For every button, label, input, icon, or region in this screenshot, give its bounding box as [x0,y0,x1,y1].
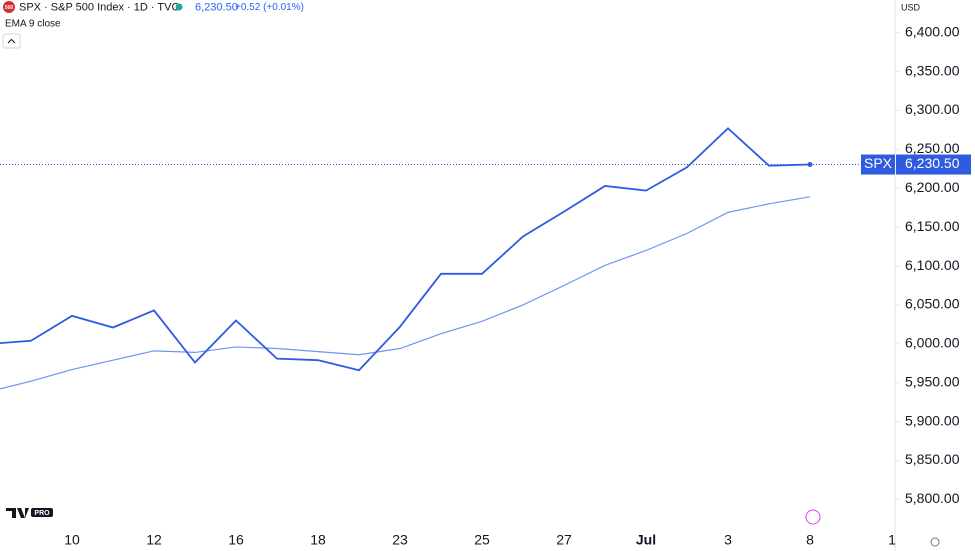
currency: USD [901,2,921,12]
y-tick-label: 5,800.00 [905,490,960,506]
x-tick-label: 18 [310,532,326,548]
price-tag-label: 6,230.50 [905,155,960,171]
indicator-label: EMA 9 close [5,19,61,30]
x-tick-label: 1 [888,532,896,548]
y-tick-label: 6,250.00 [905,140,960,156]
collapse-icon [7,38,16,44]
market-status [175,3,183,11]
y-tick-label: 6,400.00 [905,23,960,39]
symbol-badge: 500 [5,5,14,11]
y-tick-label: 6,150.00 [905,218,960,234]
y-tick-label: 5,950.00 [905,373,960,389]
collapse-button[interactable] [2,33,21,49]
ema-line [0,196,811,390]
y-tick-label: 6,300.00 [905,101,960,117]
settings-icon[interactable] [930,537,940,547]
symbol-tag [861,154,895,175]
x-tick-label: 23 [392,532,408,548]
plot-area [0,127,895,390]
currency-box[interactable] [897,1,927,15]
y-tick-label: 5,850.00 [905,451,960,467]
x-tick-label: 27 [556,532,572,548]
y-tick-label: 6,050.00 [905,296,960,312]
x-tick-label: 25 [474,532,490,548]
y-tick-label: 6,100.00 [905,257,960,273]
x-tick-label: 8 [806,532,814,548]
event-icon[interactable] [805,509,821,525]
chart-title: SPX · S&P 500 Index · 1D · TVC [19,1,179,13]
last-point [807,162,813,168]
x-tick-label: Jul [636,532,656,548]
y-tick-label: 6,200.00 [905,179,960,195]
y-tick-label: 6,000.00 [905,335,960,351]
tv-logo [6,508,53,518]
logo-badge: PRO [34,510,50,517]
x-tick-label: 12 [146,532,162,548]
y-tick-label: 5,900.00 [905,412,960,428]
symbol-icon [3,1,15,13]
header-change: +0.52 (+0.01%) [235,2,304,13]
x-tick-label: 3 [724,532,732,548]
x-tick-label: 16 [228,532,244,548]
price-tag [896,154,971,175]
price-line [0,127,811,372]
y-tick-label: 6,350.00 [905,62,960,78]
header-price: 6,230.50 [195,1,238,13]
x-tick-label: 10 [64,532,80,548]
symbol-tag-label: SPX [864,155,893,171]
